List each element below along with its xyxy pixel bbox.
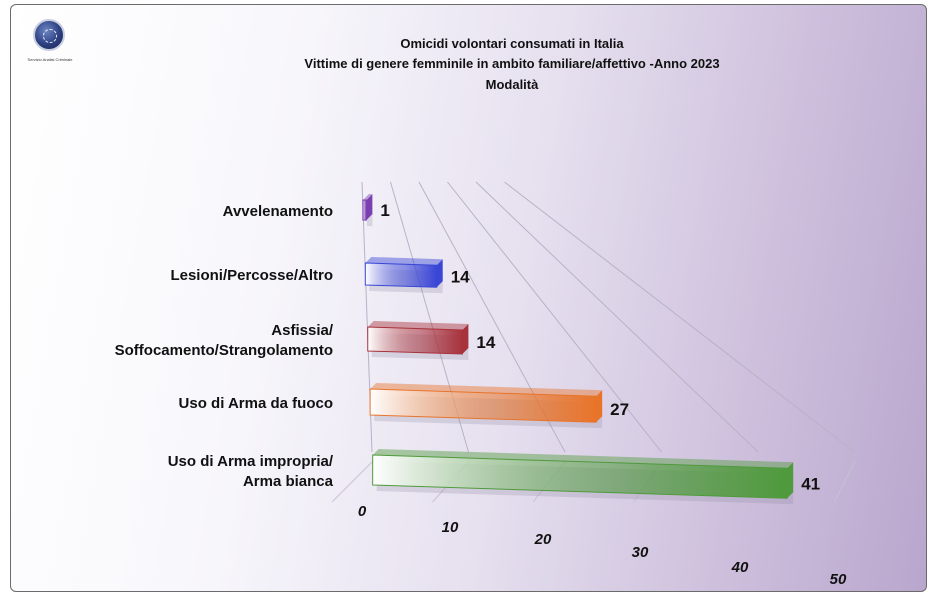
floor-line: [331, 461, 373, 503]
chart-title-line: Modalità: [486, 77, 539, 92]
chart-title-line: Omicidi volontari consumati in Italia: [400, 36, 624, 51]
bar-end-cap: [436, 259, 443, 288]
category-label: Uso di Arma da fuoco: [179, 395, 333, 412]
category-label: Uso di Arma impropria/: [168, 453, 334, 470]
bars: 1 14 14 27 41: [362, 194, 820, 505]
grid-line: [447, 181, 662, 453]
bar: [367, 326, 463, 355]
bar-end-cap: [787, 462, 794, 499]
data-label: 1: [380, 201, 389, 220]
category-label: Asfissia/: [271, 322, 334, 339]
category-label: Arma bianca: [243, 473, 334, 490]
bar-top-face: [372, 449, 794, 469]
x-axis-ticks: 0 10 20 30 40 50: [358, 503, 847, 588]
grid-line: [504, 181, 855, 453]
data-label: 27: [610, 400, 629, 419]
tick-label: 10: [442, 519, 459, 536]
category-label: Lesioni/Percosse/Altro: [170, 267, 333, 284]
logo-caption: Servizio Analisi Criminale: [27, 57, 73, 62]
category-labels: Avvelenamento Lesioni/Percosse/Altro Asfis…: [115, 203, 334, 490]
tick-label: 30: [632, 544, 649, 561]
bar-end-cap: [366, 194, 373, 221]
floor-line: [834, 461, 855, 503]
category-label: Avvelenamento: [223, 203, 333, 220]
tick-label: 20: [534, 531, 552, 548]
bar-top-face: [370, 383, 603, 397]
bar-top-face: [362, 194, 373, 201]
bar: [364, 262, 438, 288]
chart-title: Omicidi volontari consumati in Italia Vit…: [304, 36, 719, 92]
tick-label: 50: [830, 571, 847, 588]
data-label: 14: [451, 267, 470, 286]
bar-end-cap: [596, 390, 603, 423]
category-label: Soffocamento/Strangolamento: [115, 342, 333, 359]
bar: [362, 199, 367, 221]
tick-label: 0: [358, 503, 367, 520]
tick-label: 40: [731, 559, 749, 576]
data-label: 41: [801, 474, 820, 493]
logo: Servizio Analisi Criminale: [17, 17, 83, 73]
chart-title-line: Vittime di genere femminile in ambito fa…: [304, 56, 719, 71]
bar-end-cap: [462, 324, 469, 355]
police-emblem-icon: [33, 19, 65, 51]
data-label: 14: [476, 333, 495, 352]
grid-line: [475, 181, 759, 453]
